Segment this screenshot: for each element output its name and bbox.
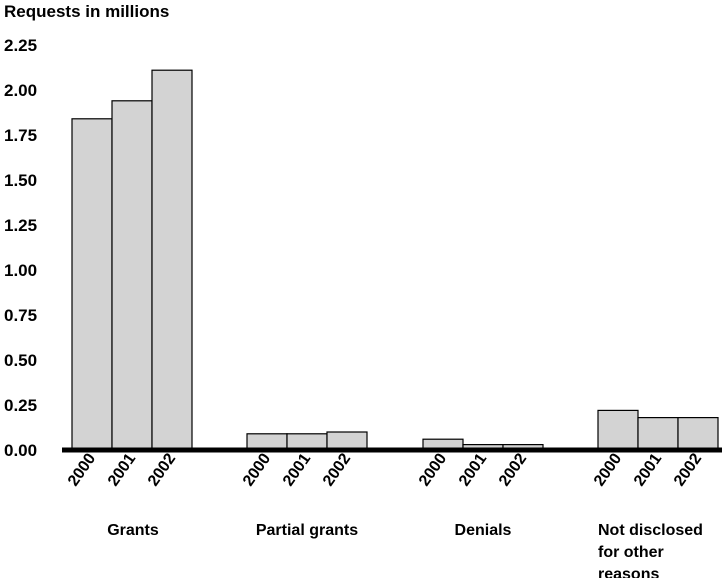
x-tick-label: 2001 — [456, 450, 490, 489]
category-label: Denials — [455, 522, 512, 539]
x-tick-label: 2002 — [145, 450, 179, 489]
bar — [637, 417, 679, 451]
y-tick-label: 0.00 — [4, 441, 37, 460]
bar — [597, 409, 639, 451]
y-tick-label: 1.25 — [4, 216, 37, 235]
y-tick-label: 1.00 — [4, 261, 37, 280]
x-tick-label: 2000 — [591, 450, 625, 489]
y-tick-label: 0.75 — [4, 306, 37, 325]
y-axis-label: Requests in millions — [4, 2, 170, 21]
x-tick-label: 2002 — [671, 450, 705, 489]
y-tick-label: 0.50 — [4, 351, 37, 370]
category-label: Partial grants — [256, 522, 358, 539]
y-tick-label: 2.00 — [4, 81, 37, 100]
x-tick-label: 2000 — [65, 450, 99, 489]
category-label: Grants — [107, 522, 159, 539]
y-tick-label: 1.75 — [4, 126, 37, 145]
bar — [151, 69, 193, 451]
category-label: Not disclosed — [598, 522, 703, 539]
x-tick-label: 2000 — [240, 450, 274, 489]
bar — [71, 118, 113, 451]
category-label: reasons — [598, 566, 659, 578]
y-tick-label: 0.25 — [4, 396, 37, 415]
x-tick-label: 2001 — [105, 450, 139, 489]
x-tick-label: 2001 — [280, 450, 314, 489]
y-tick-label: 1.50 — [4, 171, 37, 190]
y-tick-label: 2.25 — [4, 36, 37, 55]
x-tick-label: 2002 — [320, 450, 354, 489]
bar — [111, 100, 153, 451]
category-label: for other — [598, 544, 664, 561]
x-tick-label: 2002 — [496, 450, 530, 489]
x-tick-label: 2000 — [416, 450, 450, 489]
x-tick-label: 2001 — [631, 450, 665, 489]
bar — [677, 417, 719, 451]
bar — [326, 431, 368, 451]
